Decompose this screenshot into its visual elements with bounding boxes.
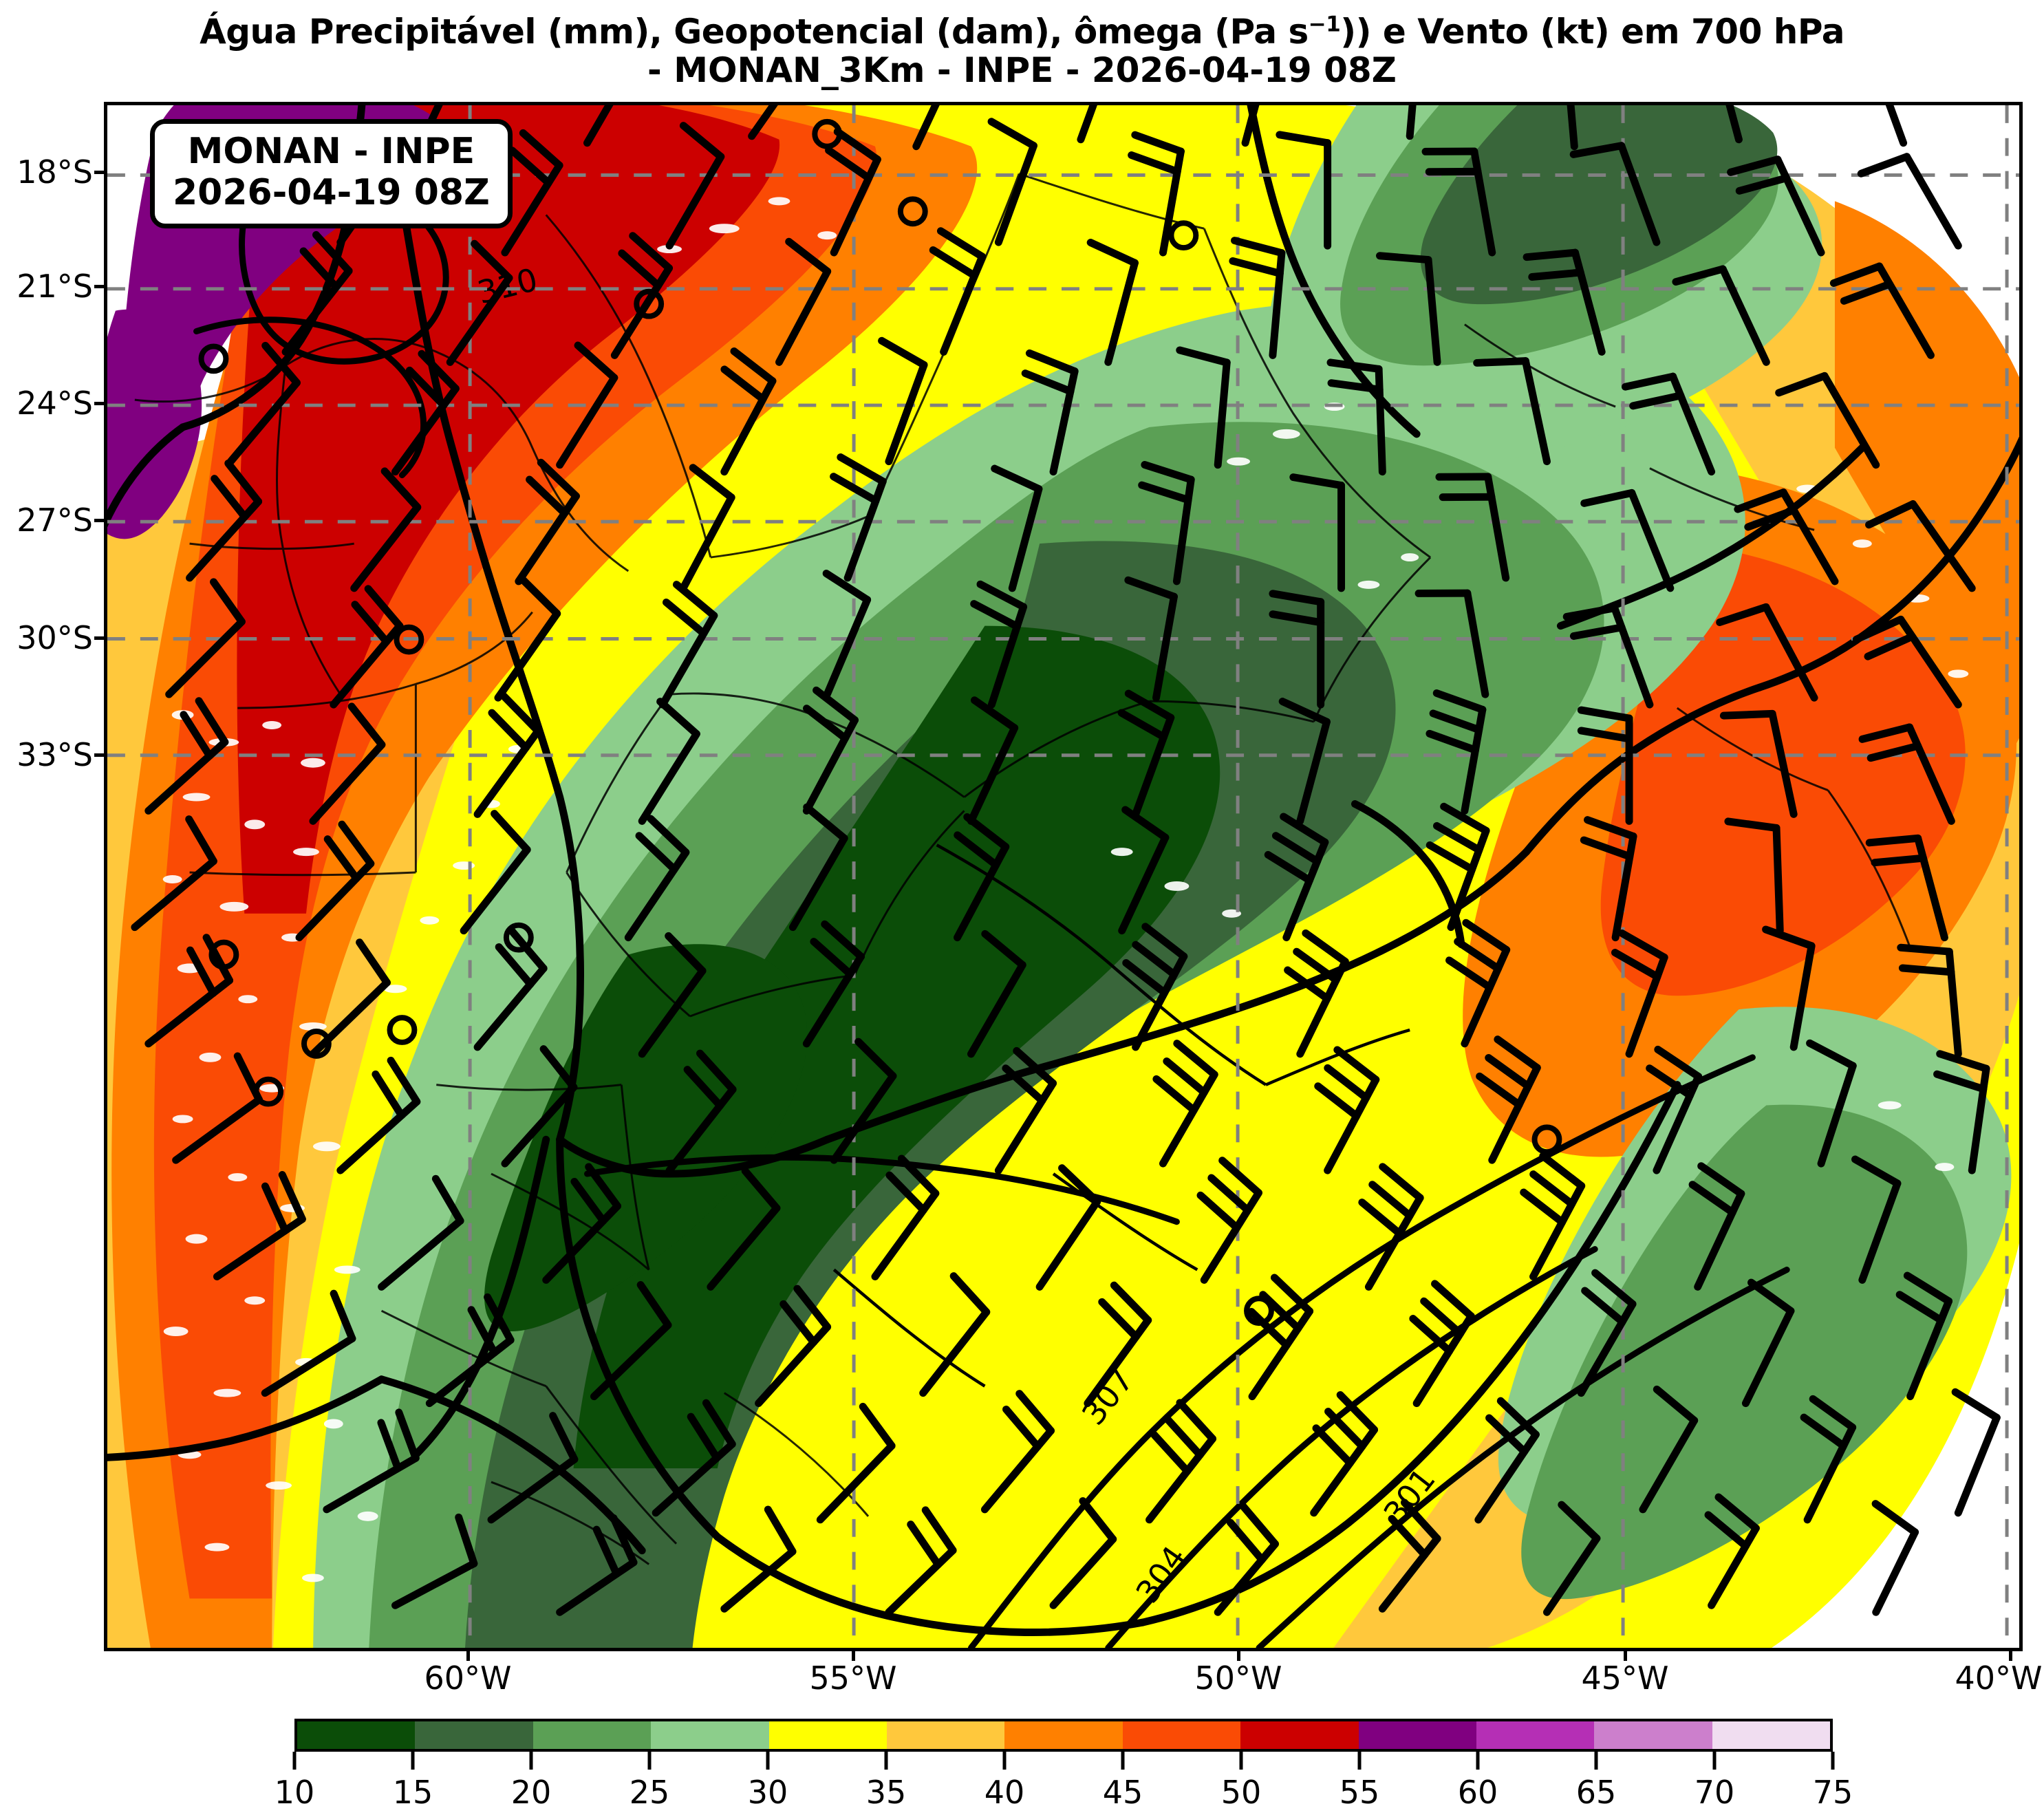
colorbar-tick-labels: 10 15 20 25 30 35 40 45 50 55 60 65 70 75: [275, 1774, 1853, 1815]
colorbar-band-65-70: [1594, 1721, 1712, 1749]
lon-tick-55W: [852, 1651, 855, 1661]
colorbar-tick-20: [529, 1752, 533, 1770]
colorbar-tick-35: [884, 1752, 888, 1770]
lat-label-18S: 18°S: [17, 153, 93, 191]
lon-label-45W: 45°W: [1581, 1660, 1669, 1697]
lon-label-60W: 60°W: [424, 1660, 512, 1697]
lon-label-55W: 55°W: [809, 1660, 897, 1697]
lon-tick-40W: [2009, 1651, 2012, 1661]
chart-subtitle: - MONAN_3Km - INPE - 2026-04-19 08Z: [647, 50, 1397, 90]
colorbar-label-35: 35: [865, 1774, 907, 1811]
colorbar-label-50: 50: [1220, 1774, 1262, 1811]
colorbar-tick-70: [1712, 1752, 1717, 1770]
map-plot-area: 310 307 304 301: [104, 102, 2023, 1651]
lat-label-24S: 24°S: [17, 385, 93, 422]
colorbar-band-70-75: [1712, 1721, 1831, 1749]
colorbar-label-60: 60: [1457, 1774, 1498, 1811]
colorbar-band-45-50: [1122, 1721, 1241, 1749]
river-network: [832, 844, 1410, 1388]
colorbar-tick-25: [647, 1752, 652, 1770]
colorbar-label-20: 20: [510, 1774, 552, 1811]
info-box-datetime-label: 2026-04-19 08Z: [173, 172, 490, 214]
precipitable-water-shading: [107, 105, 2019, 1648]
pw-band-40-45-ne: [1834, 201, 2019, 749]
colorbar-ticks: [292, 1752, 1835, 1771]
field-noise-speckle: [162, 197, 1969, 1582]
lon-tick-45W: [1624, 1651, 1627, 1661]
calm-wind-circles: [198, 118, 1562, 1327]
lon-tick-60W: [466, 1651, 470, 1661]
lon-tick-50W: [1237, 1651, 1240, 1661]
chart-title-block: Água Precipitável (mm), Geopotencial (da…: [0, 12, 2044, 89]
pw-band-20-25-se: [1521, 1104, 1968, 1600]
colorbar-tick-40: [1002, 1752, 1007, 1770]
lat-label-33S: 33°S: [17, 736, 93, 773]
info-box-model-label: MONAN - INPE: [187, 131, 475, 172]
colorbar-label-75: 75: [1812, 1774, 1853, 1811]
map-svg: 310 307 304 301: [107, 105, 2019, 1648]
chart-title-line-1: Água Precipitável (mm), Geopotencial (da…: [0, 12, 2044, 51]
colorbar-label-45: 45: [1102, 1774, 1143, 1811]
colorbar-band-15-20: [415, 1721, 533, 1749]
colorbar-label-15: 15: [392, 1774, 433, 1811]
colorbar-tick-15: [411, 1752, 415, 1770]
lat-tick-33S: [94, 753, 104, 757]
pw-band-15-20-north: [1421, 105, 1778, 305]
colorbar-label-55: 55: [1339, 1774, 1380, 1811]
colorbar-label-65: 65: [1575, 1774, 1617, 1811]
lat-label-30S: 30°S: [17, 619, 93, 656]
colorbar-band-60-65: [1476, 1721, 1595, 1749]
lat-label-21S: 21°S: [17, 268, 93, 305]
colorbar-tick-10: [292, 1752, 297, 1770]
colorbar-band-10-15: [297, 1721, 416, 1749]
map-borders: [107, 105, 2019, 1637]
colorbar: [294, 1719, 1833, 1752]
lon-label-40W: 40°W: [1955, 1660, 2043, 1697]
title-text-post: )) e Vento (kt) em 700 hPa: [1340, 12, 1844, 52]
lat-tick-21S: [94, 285, 104, 288]
lat-tick-27S: [94, 519, 104, 522]
colorbar-label-10: 10: [274, 1774, 315, 1811]
colorbar-tick-75: [1831, 1752, 1835, 1770]
colorbar-tick-65: [1594, 1752, 1598, 1770]
lon-label-50W: 50°W: [1194, 1660, 1282, 1697]
colorbar-band-40-45: [1004, 1721, 1123, 1749]
colorbar-tick-30: [766, 1752, 770, 1770]
title-exponent: −1: [1308, 12, 1341, 37]
lat-tick-30S: [94, 636, 104, 640]
colorbar-label-70: 70: [1694, 1774, 1735, 1811]
colorbar-band-50-55: [1240, 1721, 1359, 1749]
colorbar-tick-50: [1239, 1752, 1243, 1770]
colorbar-tick-45: [1121, 1752, 1125, 1770]
title-text-pre: Água Precipitável (mm), Geopotencial (da…: [200, 12, 1309, 52]
colorbar-label-25: 25: [629, 1774, 670, 1811]
model-info-box: MONAN - INPE 2026-04-19 08Z: [150, 119, 513, 228]
colorbar-label-40: 40: [984, 1774, 1025, 1811]
lat-tick-24S: [94, 402, 104, 405]
colorbar-band-30-35: [768, 1721, 887, 1749]
colorbar-band-20-25: [532, 1721, 652, 1749]
colorbar-label-30: 30: [747, 1774, 788, 1811]
lat-tick-18S: [94, 171, 104, 174]
state-boundaries: [134, 173, 1911, 1565]
colorbar-tick-55: [1357, 1752, 1362, 1770]
colorbar-band-25-30: [651, 1721, 769, 1749]
lat-label-27S: 27°S: [17, 502, 93, 539]
colorbar-tick-60: [1476, 1752, 1480, 1770]
colorbar-band-55-60: [1358, 1721, 1476, 1749]
colorbar-band-35-40: [886, 1721, 1005, 1749]
